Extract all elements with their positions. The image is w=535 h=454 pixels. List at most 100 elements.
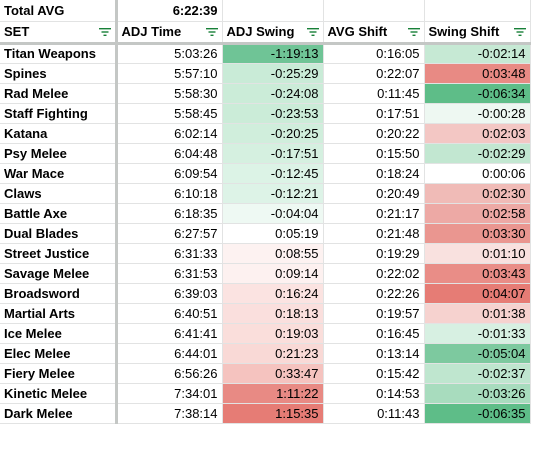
cell-avg-shift[interactable]: 0:15:42: [323, 363, 425, 384]
cell-avg-shift[interactable]: 0:11:43: [323, 403, 425, 424]
cell-adj-swing[interactable]: 0:21:23: [222, 343, 324, 364]
cell-set[interactable]: Dual Blades: [0, 223, 118, 244]
cell-set[interactable]: Fiery Melee: [0, 363, 118, 384]
summary-value[interactable]: 6:22:39: [116, 0, 223, 22]
cell-adj-time[interactable]: 7:38:14: [116, 403, 223, 424]
cell-adj-swing[interactable]: -1:19:13: [222, 43, 324, 64]
header-adj-swing[interactable]: ADJ Swing: [222, 21, 324, 45]
header-avg-shift[interactable]: AVG Shift: [323, 21, 425, 45]
empty-cell[interactable]: [424, 0, 531, 22]
cell-adj-time[interactable]: 6:40:51: [116, 303, 223, 324]
cell-avg-shift[interactable]: 0:15:50: [323, 143, 425, 164]
cell-adj-time[interactable]: 6:39:03: [116, 283, 223, 304]
cell-set[interactable]: Claws: [0, 183, 118, 204]
cell-adj-time[interactable]: 5:58:30: [116, 83, 223, 104]
cell-set[interactable]: Ice Melee: [0, 323, 118, 344]
cell-adj-time[interactable]: 6:27:57: [116, 223, 223, 244]
cell-avg-shift[interactable]: 0:20:22: [323, 123, 425, 144]
cell-swing-shift[interactable]: -0:03:26: [424, 383, 531, 404]
cell-swing-shift[interactable]: -0:06:34: [424, 83, 531, 104]
cell-avg-shift[interactable]: 0:21:48: [323, 223, 425, 244]
cell-swing-shift[interactable]: 0:04:07: [424, 283, 531, 304]
cell-adj-time[interactable]: 6:41:41: [116, 323, 223, 344]
cell-adj-time[interactable]: 5:03:26: [116, 43, 223, 64]
cell-swing-shift[interactable]: -0:00:28: [424, 103, 531, 124]
cell-adj-swing[interactable]: -0:17:51: [222, 143, 324, 164]
cell-adj-swing[interactable]: 0:18:13: [222, 303, 324, 324]
cell-avg-shift[interactable]: 0:18:24: [323, 163, 425, 184]
header-adj-time[interactable]: ADJ Time: [116, 21, 223, 45]
cell-set[interactable]: Battle Axe: [0, 203, 118, 224]
cell-avg-shift[interactable]: 0:20:49: [323, 183, 425, 204]
cell-adj-time[interactable]: 5:57:10: [116, 63, 223, 84]
cell-set[interactable]: Staff Fighting: [0, 103, 118, 124]
cell-avg-shift[interactable]: 0:22:02: [323, 263, 425, 284]
cell-set[interactable]: Broadsword: [0, 283, 118, 304]
cell-set[interactable]: War Mace: [0, 163, 118, 184]
cell-set[interactable]: Savage Melee: [0, 263, 118, 284]
cell-avg-shift[interactable]: 0:16:45: [323, 323, 425, 344]
cell-swing-shift[interactable]: -0:06:35: [424, 403, 531, 424]
filter-icon[interactable]: [513, 27, 526, 37]
cell-adj-swing[interactable]: -0:12:21: [222, 183, 324, 204]
cell-avg-shift[interactable]: 0:11:45: [323, 83, 425, 104]
cell-avg-shift[interactable]: 0:17:51: [323, 103, 425, 124]
empty-cell[interactable]: [222, 0, 324, 22]
cell-adj-swing[interactable]: 0:08:55: [222, 243, 324, 264]
summary-label[interactable]: Total AVG: [0, 0, 118, 22]
cell-swing-shift[interactable]: -0:02:29: [424, 143, 531, 164]
cell-swing-shift[interactable]: -0:01:33: [424, 323, 531, 344]
cell-swing-shift[interactable]: 0:03:30: [424, 223, 531, 244]
cell-adj-time[interactable]: 6:09:54: [116, 163, 223, 184]
filter-icon[interactable]: [205, 27, 218, 37]
cell-swing-shift[interactable]: -0:02:14: [424, 43, 531, 64]
header-swing-shift[interactable]: Swing Shift: [424, 21, 531, 45]
cell-set[interactable]: Katana: [0, 123, 118, 144]
cell-swing-shift[interactable]: 0:02:58: [424, 203, 531, 224]
cell-set[interactable]: Rad Melee: [0, 83, 118, 104]
filter-icon[interactable]: [306, 27, 319, 37]
cell-swing-shift[interactable]: 0:03:43: [424, 263, 531, 284]
cell-set[interactable]: Martial Arts: [0, 303, 118, 324]
cell-adj-time[interactable]: 7:34:01: [116, 383, 223, 404]
cell-adj-swing[interactable]: -0:25:29: [222, 63, 324, 84]
cell-adj-swing[interactable]: 0:33:47: [222, 363, 324, 384]
cell-adj-time[interactable]: 6:56:26: [116, 363, 223, 384]
cell-adj-swing[interactable]: 0:19:03: [222, 323, 324, 344]
cell-swing-shift[interactable]: 0:01:10: [424, 243, 531, 264]
cell-set[interactable]: Psy Melee: [0, 143, 118, 164]
cell-adj-swing[interactable]: 0:09:14: [222, 263, 324, 284]
cell-adj-time[interactable]: 6:04:48: [116, 143, 223, 164]
cell-set[interactable]: Titan Weapons: [0, 43, 118, 64]
filter-icon[interactable]: [407, 27, 420, 37]
header-set[interactable]: SET: [0, 21, 118, 45]
cell-avg-shift[interactable]: 0:19:57: [323, 303, 425, 324]
cell-adj-time[interactable]: 6:44:01: [116, 343, 223, 364]
cell-avg-shift[interactable]: 0:14:53: [323, 383, 425, 404]
cell-adj-swing[interactable]: 0:05:19: [222, 223, 324, 244]
cell-adj-swing[interactable]: 1:15:35: [222, 403, 324, 424]
cell-adj-swing[interactable]: 0:16:24: [222, 283, 324, 304]
cell-avg-shift[interactable]: 0:13:14: [323, 343, 425, 364]
cell-adj-swing[interactable]: -0:24:08: [222, 83, 324, 104]
cell-adj-time[interactable]: 6:31:33: [116, 243, 223, 264]
cell-avg-shift[interactable]: 0:16:05: [323, 43, 425, 64]
cell-adj-swing[interactable]: 1:11:22: [222, 383, 324, 404]
cell-swing-shift[interactable]: 0:01:38: [424, 303, 531, 324]
cell-set[interactable]: Dark Melee: [0, 403, 118, 424]
filter-icon[interactable]: [98, 27, 111, 37]
cell-set[interactable]: Elec Melee: [0, 343, 118, 364]
cell-adj-swing[interactable]: -0:23:53: [222, 103, 324, 124]
cell-adj-time[interactable]: 6:18:35: [116, 203, 223, 224]
cell-adj-swing[interactable]: -0:12:45: [222, 163, 324, 184]
cell-avg-shift[interactable]: 0:19:29: [323, 243, 425, 264]
cell-set[interactable]: Spines: [0, 63, 118, 84]
empty-cell[interactable]: [323, 0, 425, 22]
cell-swing-shift[interactable]: 0:00:06: [424, 163, 531, 184]
cell-adj-swing[interactable]: -0:20:25: [222, 123, 324, 144]
cell-avg-shift[interactable]: 0:22:26: [323, 283, 425, 304]
cell-adj-time[interactable]: 6:10:18: [116, 183, 223, 204]
cell-swing-shift[interactable]: 0:02:03: [424, 123, 531, 144]
cell-swing-shift[interactable]: 0:02:30: [424, 183, 531, 204]
cell-set[interactable]: Street Justice: [0, 243, 118, 264]
